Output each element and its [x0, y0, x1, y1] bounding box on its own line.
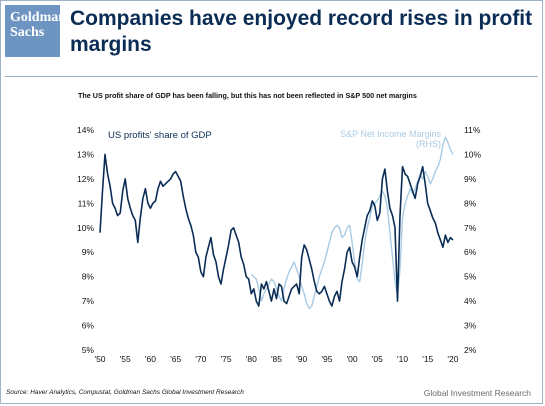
- y-left-tick-label: 14%: [77, 125, 94, 135]
- chart-series: [99, 136, 454, 310]
- x-tick-label: '50: [94, 354, 105, 364]
- y-right-tick-label: 4%: [464, 296, 477, 306]
- x-tick-label: '70: [195, 354, 206, 364]
- series-label-sp500-rhs: (RHS): [416, 139, 441, 149]
- x-tick-label: '60: [145, 354, 156, 364]
- x-tick-label: '20: [447, 354, 458, 364]
- goldman-sachs-logo: Goldman Sachs: [5, 5, 67, 57]
- x-tick-label: '85: [271, 354, 282, 364]
- x-tick-label: '90: [296, 354, 307, 364]
- logo-line-2: Sachs: [10, 25, 45, 40]
- x-tick-label: '05: [372, 354, 383, 364]
- series-label-sp500: S&P Net Income Margins: [340, 129, 441, 139]
- x-tick-label: '00: [347, 354, 358, 364]
- x-tick-label: '10: [397, 354, 408, 364]
- chart-axes: 14% 13% 12% 11% 10% 9% 8% 7% 6% 5% 11% 10% 9% 8% 7% 6% 5…: [77, 125, 481, 364]
- x-tick-label: '95: [321, 354, 332, 364]
- y-right-tick-label: 5%: [464, 272, 477, 282]
- page-title: Companies have enjoyed record rises in p…: [70, 7, 533, 56]
- y-right-tick-label: 6%: [464, 247, 477, 257]
- y-right-tick-label: 11%: [464, 125, 481, 135]
- y-right-tick-label: 2%: [464, 345, 477, 355]
- y-right-tick-label: 8%: [464, 198, 477, 208]
- x-tick-label: '15: [422, 354, 433, 364]
- title-divider: [5, 76, 538, 77]
- y-left-tick-label: 11%: [78, 198, 95, 208]
- x-tick-label: '65: [170, 354, 181, 364]
- chart-series-labels: US profits' share of GDP S&P Net Income M…: [108, 129, 441, 149]
- x-tick-label: '75: [221, 354, 232, 364]
- y-right-tick-label: 10%: [464, 149, 481, 159]
- y-left-tick-label: 6%: [82, 321, 95, 331]
- y-right-tick-label: 7%: [464, 223, 477, 233]
- y-left-tick-label: 7%: [82, 296, 95, 306]
- chart-subtitle: The US profit share of GDP has been fall…: [78, 91, 417, 100]
- y-right-tick-label: 3%: [464, 321, 477, 331]
- y-left-tick-label: 13%: [77, 149, 94, 159]
- y-left-tick-label: 10%: [77, 223, 94, 233]
- y-left-tick-label: 9%: [82, 247, 95, 257]
- x-tick-label: '55: [120, 354, 131, 364]
- y-left-tick-label: 5%: [82, 345, 95, 355]
- series-label-gdp: US profits' share of GDP: [108, 130, 212, 141]
- logo-line-1: Goldman: [10, 10, 67, 25]
- y-left-tick-label: 12%: [77, 174, 94, 184]
- gdp-profit-share-line: [99, 153, 454, 307]
- footer-brand: Global Investment Research: [423, 388, 531, 398]
- x-tick-label: '80: [246, 354, 257, 364]
- y-right-tick-label: 9%: [464, 174, 477, 184]
- source-note: Source: Haver Analytics, Compustat, Gold…: [6, 389, 244, 396]
- y-left-tick-label: 8%: [82, 272, 95, 282]
- sp500-net-margin-line: [250, 136, 454, 310]
